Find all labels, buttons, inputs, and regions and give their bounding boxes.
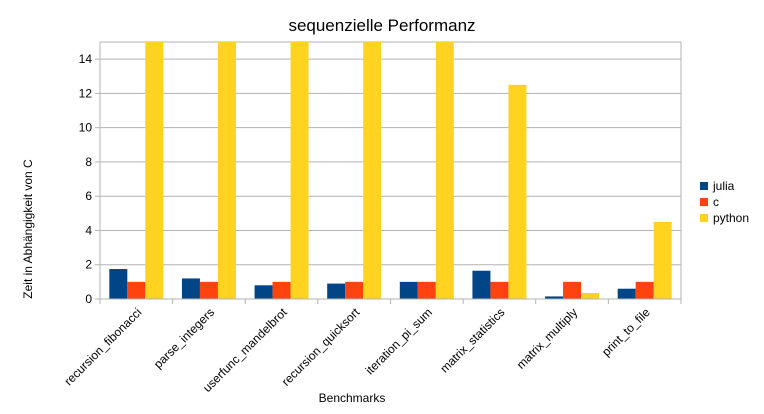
bar-julia-matrix_statistics (472, 270, 491, 299)
y-tick-label: 14 (79, 52, 93, 66)
bar-python-parse_integers (217, 42, 236, 299)
y-tick-label: 8 (85, 155, 92, 169)
bar-julia-recursion_fibonacci (109, 269, 128, 299)
legend: julia c python (700, 179, 749, 225)
bar-julia-iteration_pi_sum (399, 281, 418, 299)
bar-c-recursion_fibonacci (127, 281, 146, 299)
x-tick-label: recursion_fibonacci (61, 305, 144, 388)
bar-python-recursion_quicksort (363, 42, 382, 299)
bar-julia-print_to_file (617, 288, 636, 299)
x-tick-label: matrix_multiply (514, 305, 580, 371)
y-tick-label: 6 (85, 189, 92, 203)
x-tick-label: matrix_statistics (437, 305, 507, 375)
bar-julia-userfunc_mandelbrot (254, 285, 273, 299)
bar-julia-matrix_multiply (545, 296, 564, 299)
bar-c-iteration_pi_sum (417, 281, 436, 299)
legend-label-julia: julia (712, 179, 735, 193)
y-tick-label: 2 (85, 258, 92, 272)
bar-c-recursion_quicksort (345, 281, 364, 299)
axes (95, 42, 682, 304)
x-tick-labels: recursion_fibonacci parse_integersuserfun… (61, 305, 653, 395)
legend-swatch-c (700, 198, 708, 206)
legend-swatch-python (700, 214, 708, 222)
x-axis-label: Benchmarks (319, 391, 386, 405)
bar-c-matrix_statistics (490, 281, 509, 299)
y-tick-label: 12 (79, 86, 93, 100)
y-axis-label: Zeit in Abhängigkeit von C (21, 159, 35, 299)
y-tick-label: 10 (79, 121, 93, 135)
bar-c-matrix_multiply (563, 281, 582, 299)
chart-title: sequenzielle Performanz (288, 16, 475, 35)
legend-swatch-julia (700, 182, 708, 190)
bar-python-matrix_multiply (581, 293, 600, 299)
x-tick-label: iteration_pi_sum (363, 305, 435, 377)
legend-label-c: c (713, 195, 719, 209)
bar-julia-recursion_quicksort (327, 283, 346, 299)
bar-python-iteration_pi_sum (435, 42, 454, 299)
bar-c-userfunc_mandelbrot (272, 281, 291, 299)
y-tick-labels: 0 2 4 6 8 10 12 14 (79, 52, 93, 306)
grid-lines (100, 41, 681, 300)
legend-label-python: python (713, 211, 749, 225)
x-tick-label: parse_integers (151, 305, 217, 371)
y-tick-label: 0 (85, 292, 92, 306)
y-tick-label: 4 (85, 223, 92, 237)
bar-python-userfunc_mandelbrot (290, 42, 309, 299)
x-tick-label: print_to_file (599, 305, 653, 359)
bar-c-parse_integers (199, 281, 218, 299)
bars (109, 42, 672, 299)
bar-python-recursion_fibonacci (145, 42, 164, 299)
bar-python-print_to_file (653, 221, 672, 299)
bar-c-print_to_file (635, 281, 654, 299)
x-tick-label: recursion_quicksort (279, 305, 363, 389)
bar-python-matrix_statistics (508, 84, 527, 299)
bar-julia-parse_integers (181, 278, 200, 299)
